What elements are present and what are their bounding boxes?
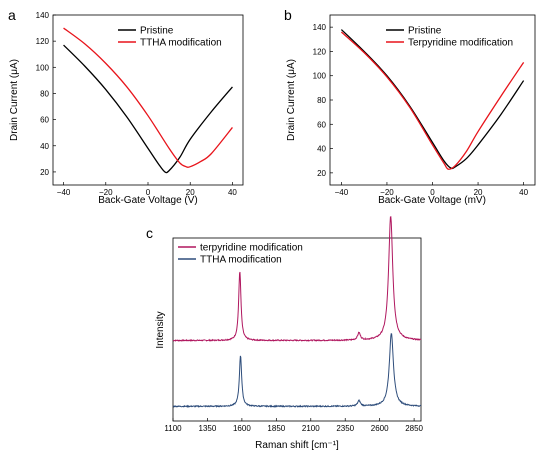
y-tick-label: 20: [40, 168, 49, 177]
y-tick-label: 120: [36, 37, 50, 46]
spectrum-line: [172, 332, 422, 408]
y-axis-label-c: Intensity: [155, 311, 166, 348]
x-tick-label: 20: [186, 188, 195, 197]
x-tick-label: 0: [430, 188, 435, 197]
y-axis-label-a: Drain Current (μA): [9, 59, 20, 141]
y-tick-label: 100: [36, 63, 50, 72]
x-tick-label: −40: [335, 188, 349, 197]
legend-entry: Pristine: [408, 26, 442, 37]
legend-entry: TTHA modification: [140, 38, 222, 49]
chart-a: a −40 −20 0 20 40 20 40 60 80 100 120 140 PristineT…: [8, 7, 244, 206]
series-line: [63, 44, 233, 174]
y-tick-label: 20: [317, 169, 326, 178]
x-tick-label: 2850: [405, 424, 423, 433]
x-tick-label: 1100: [164, 424, 182, 433]
x-tick-label: 1850: [267, 424, 285, 433]
plot-frame-c: [172, 237, 422, 422]
y-tick-label: 140: [36, 11, 50, 20]
series-line: [340, 29, 525, 170]
x-tick-label: 40: [519, 188, 528, 197]
legend-entry: TTHA modification: [200, 255, 282, 266]
y-tick-label: 120: [313, 47, 327, 56]
chart-c: c 1100 1350 1600 1850 2100 2350 2600 2850 terpy…: [146, 216, 424, 451]
y-tick-label: 60: [317, 120, 326, 129]
x-tick-label: 40: [228, 188, 237, 197]
y-axis-label-b: Drain Current (μA): [286, 59, 297, 141]
legend-entry: Pristine: [140, 26, 174, 37]
x-axis-label-a: Back-Gate Voltage (V): [98, 195, 198, 206]
legend-entry: terpyridine modification: [200, 243, 303, 254]
y-tick-label: 80: [40, 89, 49, 98]
panel-label-a: a: [8, 7, 16, 23]
x-axis-label-c: Raman shift [cm⁻¹]: [255, 440, 339, 451]
spectrum-line: [172, 216, 422, 342]
x-tick-label: 2600: [371, 424, 389, 433]
legend-entry: Terpyridine modification: [408, 38, 513, 49]
x-tick-label: −20: [380, 188, 394, 197]
x-tick-label: 2100: [302, 424, 320, 433]
x-tick-label: 1350: [199, 424, 217, 433]
y-tick-label: 100: [313, 72, 327, 81]
y-tick-label: 40: [40, 142, 49, 151]
chart-b: b −40 −20 0 20 40 20 40 60 80 100 120 140 PristineT…: [284, 7, 536, 206]
y-tick-label: 80: [317, 96, 326, 105]
panel-label-c: c: [146, 225, 153, 241]
x-tick-label: −40: [57, 188, 71, 197]
series-line: [63, 27, 233, 168]
x-tick-label: 2350: [336, 424, 354, 433]
series-line: [340, 31, 525, 170]
x-tick-label: 20: [474, 188, 483, 197]
x-tick-label: −20: [99, 188, 113, 197]
x-tick-label: 0: [146, 188, 151, 197]
y-tick-label: 40: [317, 145, 326, 154]
panel-label-b: b: [284, 7, 292, 23]
y-tick-label: 60: [40, 116, 49, 125]
x-tick-label: 1600: [233, 424, 251, 433]
y-tick-label: 140: [313, 23, 327, 32]
x-axis-label-b: Back-Gate Voltage (mV): [378, 195, 486, 206]
